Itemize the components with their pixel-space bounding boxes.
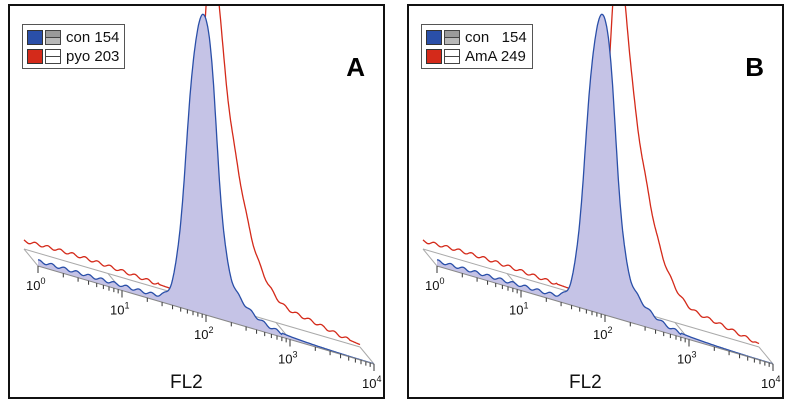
legend-swatch-treated	[426, 49, 442, 64]
legend-item-treated: pyo 203	[27, 47, 119, 66]
legend-item-treated: AmA 249	[426, 47, 527, 66]
gate-box-icon	[45, 30, 61, 45]
legend-label-control: con 154	[66, 29, 120, 46]
legend-swatch-control	[426, 30, 442, 45]
legend-item-control: con 154	[27, 28, 119, 47]
x-tick-label: 102	[194, 325, 213, 342]
x-tick-label: 103	[278, 350, 297, 367]
legend-swatch-treated	[27, 49, 43, 64]
x-tick-label: 103	[677, 350, 696, 367]
panel-letter-a: A	[346, 52, 365, 82]
panel-letter-b: B	[745, 52, 764, 82]
x-tick-label: 100	[26, 276, 45, 293]
x-tick-label: 102	[593, 325, 612, 342]
x-axis-label: FL2	[170, 372, 203, 393]
histogram-plot-b: 100 101 102 103 104 FL2	[422, 6, 780, 393]
decade-connector	[359, 346, 375, 365]
control-histogram-fill	[437, 14, 773, 365]
legend-swatch-control	[27, 30, 43, 45]
x-tick-label: 104	[362, 374, 381, 391]
gate-box-icon	[45, 49, 61, 64]
legend-label-control: con 154	[465, 29, 527, 46]
control-histogram-line	[436, 13, 774, 365]
legend-b: con 154 AmA 249	[421, 24, 533, 69]
legend-a: con 154 pyo 203	[22, 24, 126, 69]
histogram-plot-a: 100 101 102 103 104 FL2	[23, 6, 381, 393]
histogram-panel-b: 100 101 102 103 104 FL2 con 154 AmA 249 B	[407, 4, 784, 399]
decade-connector	[23, 248, 39, 267]
control-histogram-line	[37, 13, 375, 365]
legend-item-control: con 154	[426, 28, 527, 47]
x-axis-label: FL2	[569, 372, 602, 393]
gate-box-icon	[444, 30, 460, 45]
histogram-panel-a: 100 101 102 103 104 FL2 con 154 pyo 203 A	[8, 4, 385, 399]
gate-box-icon	[444, 49, 460, 64]
x-tick-label: 101	[110, 301, 129, 318]
decade-connector	[758, 346, 774, 365]
x-tick-label: 100	[425, 276, 444, 293]
legend-label-treated: pyo 203	[66, 48, 120, 65]
x-tick-label: 104	[761, 374, 780, 391]
x-tick-label: 101	[509, 301, 528, 318]
control-histogram-fill	[38, 14, 374, 365]
legend-label-treated: AmA 249	[465, 48, 526, 65]
decade-connector	[422, 248, 438, 267]
x-axis: 100 101 102 103 104	[26, 265, 381, 391]
